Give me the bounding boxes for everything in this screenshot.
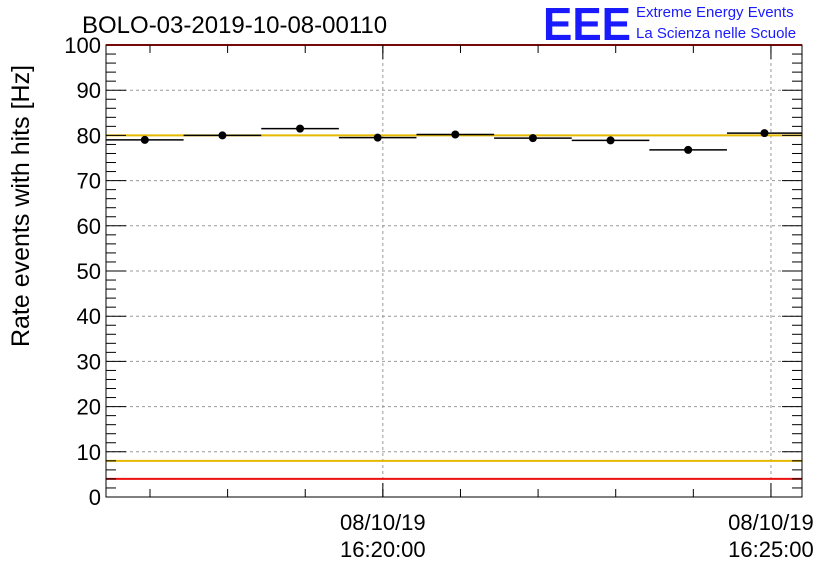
data-point [373,133,382,142]
y-tick-label: 80 [77,123,101,148]
y-tick-label: 70 [77,169,101,194]
eee-logo: EEE Extreme Energy Events La Scienza nel… [543,0,796,50]
y-tick-label: 40 [77,304,101,329]
data-series [106,124,802,154]
y-tick-label: 30 [77,349,101,374]
y-tick-label: 90 [77,78,101,103]
data-point [684,145,693,154]
data-point [296,124,305,133]
y-tick-label: 50 [77,259,101,284]
x-tick-time-label: 16:20:00 [340,537,426,562]
x-tick-date-label: 08/10/19 [728,510,814,535]
data-point [528,134,537,143]
reference-lines [106,44,802,480]
x-tick-date-label: 08/10/19 [340,510,426,535]
y-tick-label: 100 [64,33,101,58]
data-point [451,130,460,139]
eee-logo-letters: EEE [543,0,631,50]
y-tick-label: 10 [77,440,101,465]
y-tick-label: 0 [89,485,101,510]
logo-line2: La Scienza nelle Scuole [636,25,796,42]
y-tick-label: 20 [77,395,101,420]
chart-title: BOLO-03-2019-10-08-00110 [82,12,387,39]
data-point [140,135,149,144]
x-tick-time-label: 16:25:00 [728,537,814,562]
y-axis: 0 10 20 30 40 50 60 70 80 90 100 [64,33,802,510]
logo-line1: Extreme Energy Events [636,4,794,21]
grid [106,45,802,497]
y-tick-label: 60 [77,214,101,239]
data-point [760,129,769,138]
data-point [606,136,615,145]
y-axis-label: Rate events with hits [Hz] [7,65,35,347]
data-point [218,131,227,140]
